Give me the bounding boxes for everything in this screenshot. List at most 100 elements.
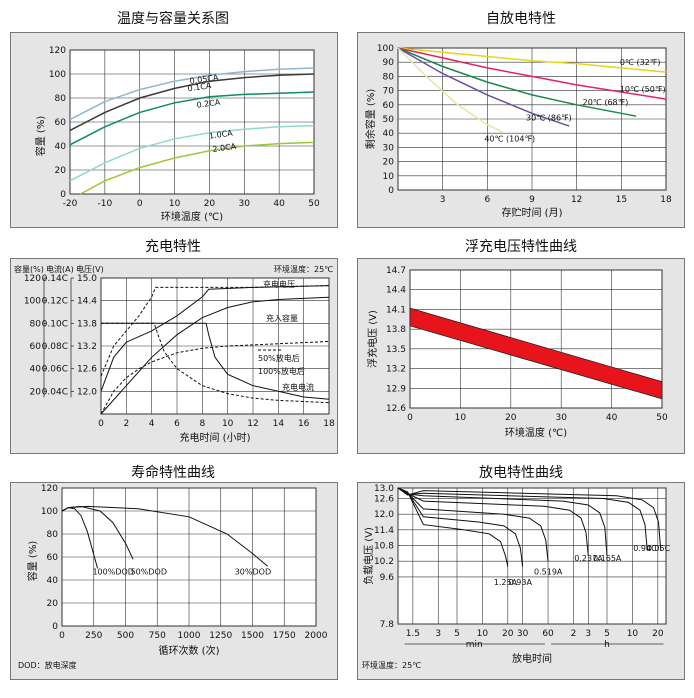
y-tick-label: 0 bbox=[52, 622, 58, 632]
series-label: 0.93A bbox=[509, 578, 533, 587]
series-line bbox=[100, 285, 330, 392]
current-tick-label: 0.12C bbox=[42, 297, 68, 307]
y-tick-label: 7.8 bbox=[380, 620, 395, 630]
series-line bbox=[80, 141, 315, 195]
x-tick-label: 2 bbox=[123, 419, 129, 429]
capacity-tick-label: 80 bbox=[30, 319, 42, 329]
series-line bbox=[101, 322, 330, 404]
series-label: 0.2CA bbox=[196, 98, 221, 110]
chart-title-temp-capacity: 温度与容量关系图 bbox=[117, 11, 229, 27]
y-tick-label: 40 bbox=[47, 576, 59, 586]
chart-title-charge: 充电特性 bbox=[145, 239, 201, 255]
current-tick-label: 0.14C bbox=[42, 274, 68, 284]
x-tick-label: 4 bbox=[149, 419, 155, 429]
x-tick-label: 50 bbox=[656, 413, 668, 423]
x-tick-label: 30 bbox=[239, 199, 251, 209]
y-tick-label: 12.6 bbox=[386, 404, 406, 414]
chart-title-self-discharge: 自放电特性 bbox=[486, 11, 556, 27]
x-tick-label: 8 bbox=[199, 419, 205, 429]
x-tick-label: 5 bbox=[604, 629, 610, 639]
x-tick-label: -20 bbox=[63, 199, 78, 209]
y-tick-label: 80 bbox=[383, 72, 395, 82]
capacity-axis-title: 容量(%) bbox=[14, 264, 44, 274]
series-line bbox=[69, 67, 315, 121]
x-axis-label: 环境温度 (℃) bbox=[505, 426, 567, 439]
chart-title-cycle-life: 寿命特性曲线 bbox=[131, 465, 215, 481]
y-tick-label: 30 bbox=[383, 143, 395, 153]
y-tick-label: 14.4 bbox=[386, 286, 406, 296]
y-tick-label: 0 bbox=[60, 190, 66, 200]
series-line bbox=[397, 487, 524, 567]
x-axis-label: 放电时间 bbox=[512, 652, 552, 665]
y-tick-label: 120 bbox=[41, 484, 58, 494]
y-tick-label: 12.9 bbox=[386, 384, 406, 394]
x-tick-label: 30 bbox=[517, 629, 529, 639]
y-tick-label: 50 bbox=[383, 115, 395, 125]
x-tick-label: 18 bbox=[660, 195, 672, 205]
y-tick-label: 0 bbox=[388, 186, 394, 196]
series-line bbox=[397, 47, 637, 117]
x-unit-h: h bbox=[604, 640, 610, 650]
chart-note: 环境温度：25℃ bbox=[362, 660, 421, 670]
x-tick-label: 12 bbox=[247, 419, 258, 429]
y-tick-label: 14.1 bbox=[386, 305, 406, 315]
series-label: 20℃ (68℉) bbox=[583, 98, 629, 107]
series-label: 0.1CA bbox=[187, 81, 212, 93]
x-axis-label: 循环次数 (次) bbox=[159, 644, 220, 657]
current-axis-title: 电流(A) bbox=[46, 264, 74, 274]
current-tick-label: 0.08C bbox=[42, 342, 68, 352]
x-tick-label: -10 bbox=[98, 199, 113, 209]
series-line bbox=[101, 322, 330, 400]
y-tick-label: 40 bbox=[55, 142, 67, 152]
x-tick-label: 20 bbox=[505, 413, 517, 423]
y-tick-label: 13.5 bbox=[386, 345, 406, 355]
series-line bbox=[100, 285, 330, 377]
y-tick-label: 13.8 bbox=[386, 325, 406, 335]
series-line bbox=[69, 124, 315, 182]
series-label: 40℃ (104℉) bbox=[484, 135, 535, 144]
y-axis-label: 容量 (%) bbox=[34, 116, 47, 157]
annotation-label: 充电电流 bbox=[282, 382, 314, 392]
x-tick-label: 750 bbox=[149, 631, 166, 641]
series-line bbox=[397, 487, 662, 551]
series-line bbox=[397, 47, 667, 100]
y-tick-label: 20 bbox=[47, 599, 59, 609]
x-unit-min: min bbox=[466, 640, 483, 650]
legend-label: 100%放电后 bbox=[258, 366, 305, 376]
x-tick-label: 1000 bbox=[178, 631, 201, 641]
y-tick-label: 60 bbox=[383, 101, 395, 111]
y-tick-label: 14.7 bbox=[386, 266, 406, 276]
y-tick-label: 60 bbox=[47, 553, 59, 563]
x-tick-label: 10 bbox=[627, 629, 639, 639]
y-tick-label: 12.0 bbox=[374, 510, 394, 520]
x-axis-label: 充电时间 (小时) bbox=[180, 431, 251, 444]
x-tick-label: 20 bbox=[502, 629, 514, 639]
y-tick-label: 10.2 bbox=[374, 557, 394, 567]
x-tick-label: 0 bbox=[59, 631, 65, 641]
x-tick-label: 12 bbox=[571, 195, 582, 205]
x-tick-label: 1750 bbox=[273, 631, 296, 641]
y-tick-label: 90 bbox=[383, 58, 395, 68]
x-tick-label: 10 bbox=[169, 199, 181, 209]
x-tick-label: 40 bbox=[606, 413, 618, 423]
x-tick-label: 3 bbox=[435, 629, 441, 639]
series-label: 1.25A bbox=[494, 578, 518, 587]
voltage-axis-title: 电压(V) bbox=[76, 264, 104, 274]
series-line bbox=[69, 73, 315, 132]
y-tick-label: 10 bbox=[383, 172, 395, 182]
x-tick-label: 0 bbox=[98, 419, 104, 429]
x-tick-label: 14 bbox=[273, 419, 285, 429]
x-tick-label: 1.5 bbox=[406, 629, 420, 639]
voltage-tick-label: 12.6 bbox=[77, 365, 97, 375]
series-line bbox=[100, 341, 330, 415]
y-tick-label: 100 bbox=[49, 70, 66, 80]
y-tick-label: 120 bbox=[49, 46, 66, 56]
x-tick-label: 15 bbox=[616, 195, 627, 205]
voltage-tick-label: 13.8 bbox=[77, 319, 97, 329]
x-axis-label: 存贮时间 (月) bbox=[502, 206, 563, 219]
